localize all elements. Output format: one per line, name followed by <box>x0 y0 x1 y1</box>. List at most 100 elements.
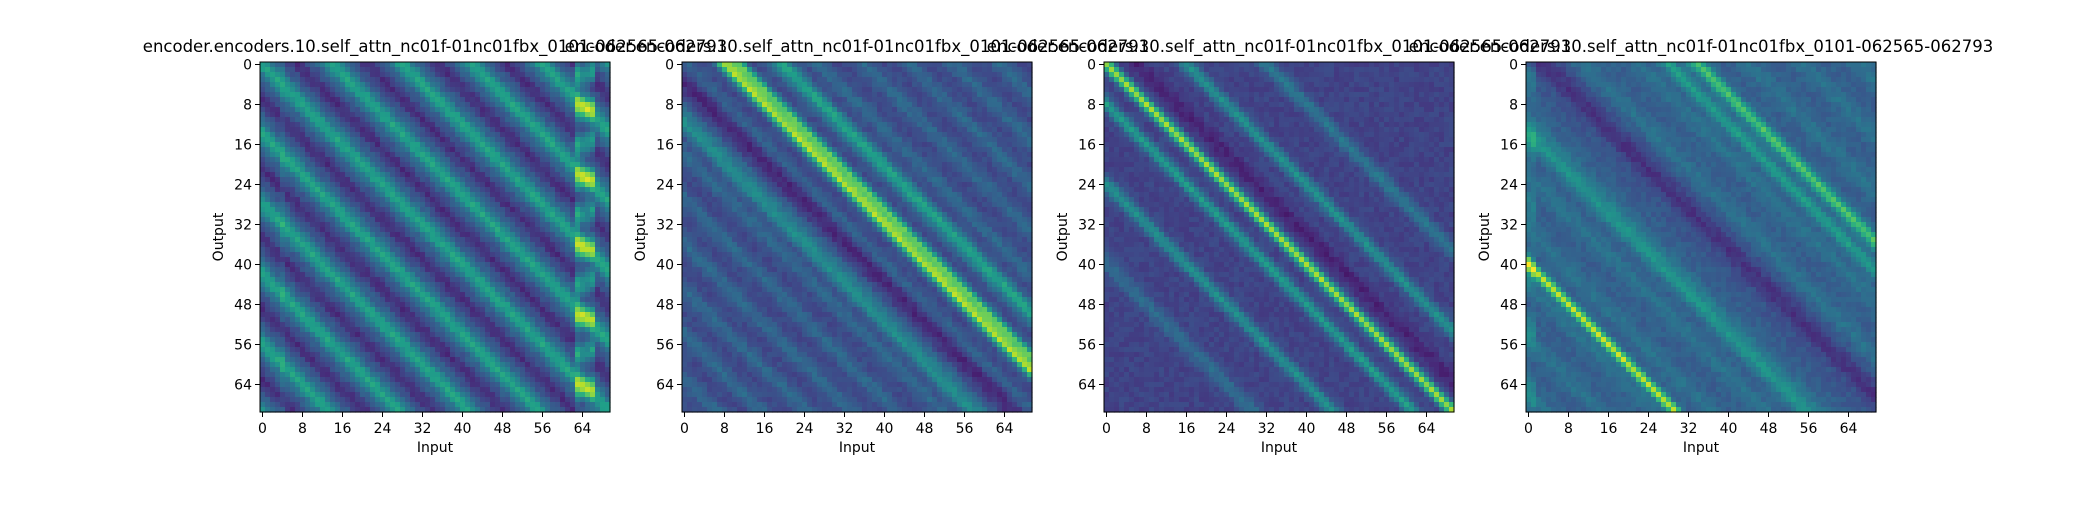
heatmap-cell <box>415 72 421 78</box>
heatmap-cell <box>315 67 321 73</box>
heatmap-cell <box>290 317 296 323</box>
heatmap-cell <box>295 282 301 288</box>
heatmap-cell <box>590 322 596 328</box>
heatmap-cell <box>385 337 391 343</box>
heatmap-cell <box>430 397 436 403</box>
heatmap-cell <box>570 392 576 398</box>
heatmap-cell <box>460 92 466 98</box>
heatmap-cell <box>335 327 341 333</box>
heatmap-cell <box>295 387 301 393</box>
heatmap-cell <box>290 152 296 158</box>
heatmap-cell <box>425 352 431 358</box>
heatmap-cell <box>520 132 526 138</box>
x-tick-label: 56 <box>534 421 552 437</box>
heatmap-cell <box>450 177 456 183</box>
heatmap-cell <box>295 197 301 203</box>
heatmap-cell <box>570 152 576 158</box>
heatmap-cell <box>560 287 566 293</box>
heatmap-cell <box>525 257 531 263</box>
heatmap-cell <box>385 157 391 163</box>
heatmap-cell <box>445 132 451 138</box>
heatmap-cell <box>465 402 471 408</box>
heatmap-cell <box>435 347 441 353</box>
heatmap-cell <box>325 327 331 333</box>
heatmap-cell <box>505 332 511 338</box>
heatmap-cell <box>380 262 386 268</box>
heatmap-cell <box>370 232 376 238</box>
heatmap-cell <box>405 297 411 303</box>
heatmap-cell <box>315 397 321 403</box>
heatmap-cell <box>320 387 326 393</box>
heatmap-cell <box>280 147 286 153</box>
heatmap-cell <box>600 327 606 333</box>
heatmap-cell <box>505 392 511 398</box>
heatmap-cell <box>570 182 576 188</box>
heatmap-cell <box>380 112 386 118</box>
heatmap-cell <box>505 172 511 178</box>
heatmap-cell <box>405 352 411 358</box>
heatmap-cell <box>435 202 441 208</box>
heatmap-cell <box>340 227 346 233</box>
heatmap-cell <box>440 342 446 348</box>
heatmap-cell <box>340 252 346 258</box>
heatmap-cell <box>300 317 306 323</box>
heatmap-cell <box>470 407 476 413</box>
heatmap-cell <box>425 407 431 413</box>
heatmap-cell <box>260 67 266 73</box>
heatmap-cell <box>832 62 838 68</box>
heatmap-cell <box>545 112 551 118</box>
heatmap-cell <box>425 122 431 128</box>
heatmap-cell <box>390 152 396 158</box>
heatmap-cell <box>605 232 611 238</box>
heatmap-cell <box>420 407 426 413</box>
heatmap-cell <box>280 162 286 168</box>
heatmap-cell <box>310 62 316 68</box>
heatmap-cell <box>340 72 346 78</box>
heatmap-cell <box>535 207 541 213</box>
heatmap-cell <box>435 252 441 258</box>
heatmap-cell <box>425 397 431 403</box>
heatmap-cell <box>535 307 541 313</box>
heatmap-cell <box>260 347 266 353</box>
heatmap-cell <box>565 197 571 203</box>
heatmap-cell <box>445 402 451 408</box>
heatmap-cell <box>555 397 561 403</box>
heatmap-cell <box>345 112 351 118</box>
heatmap-cell <box>555 162 561 168</box>
heatmap-cell <box>385 372 391 378</box>
heatmap-cell <box>460 267 466 273</box>
heatmap-cell <box>280 332 286 338</box>
heatmap-cell <box>580 342 586 348</box>
heatmap-cell <box>420 97 426 103</box>
heatmap-cell <box>515 192 521 198</box>
heatmap-cell <box>295 392 301 398</box>
heatmap-cell <box>315 207 321 213</box>
heatmap-cell <box>260 77 266 83</box>
heatmap-cell <box>585 117 591 123</box>
heatmap-cell <box>525 72 531 78</box>
heatmap-cell <box>300 222 306 228</box>
heatmap-cell <box>575 102 581 108</box>
heatmap-cell <box>605 162 611 168</box>
heatmap-cell <box>270 142 276 148</box>
heatmap-cell <box>350 102 356 108</box>
heatmap-cell <box>485 182 491 188</box>
heatmap-cell <box>315 97 321 103</box>
heatmap-cell <box>550 267 556 273</box>
heatmap-cell <box>590 297 596 303</box>
heatmap-cell <box>415 112 421 118</box>
heatmap-cell <box>565 302 571 308</box>
heatmap-cell <box>585 382 591 388</box>
heatmap-cell <box>360 132 366 138</box>
heatmap-cell <box>455 132 461 138</box>
heatmap-cell <box>535 392 541 398</box>
heatmap-cell <box>495 132 501 138</box>
heatmap-cell <box>555 67 561 73</box>
heatmap-cell <box>510 227 516 233</box>
heatmap-cell <box>275 182 281 188</box>
heatmap-cell <box>540 82 546 88</box>
heatmap-cell <box>310 217 316 223</box>
heatmap-cell <box>445 167 451 173</box>
heatmap-cell <box>290 117 296 123</box>
heatmap-cell <box>385 377 391 383</box>
